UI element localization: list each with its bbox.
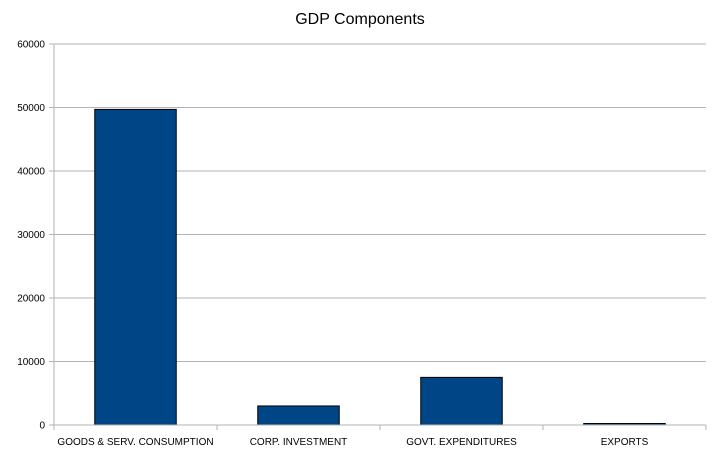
bar-govt-expenditures (420, 376, 503, 426)
x-axis-tick-labels: GOODS & SERV. CONSUMPTION CORP. INVESTMEN… (57, 437, 648, 448)
x-tick-label: GOVT. EXPENDITURES (406, 437, 517, 448)
bars (94, 108, 666, 426)
x-tick-label: GOODS & SERV. CONSUMPTION (57, 437, 213, 448)
axes (49, 43, 707, 430)
y-tick-label: 50000 (17, 103, 45, 114)
y-tick-label: 0 (39, 421, 45, 432)
x-tick-label: EXPORTS (601, 437, 649, 448)
y-tick-label: 20000 (17, 294, 45, 305)
y-tick-label: 60000 (17, 40, 45, 51)
bar-corp-investment (257, 405, 340, 426)
bar-goods-serv-consumption (94, 108, 177, 426)
y-tick-label: 10000 (17, 357, 45, 368)
y-tick-label: 30000 (17, 230, 45, 241)
y-axis-tick-labels: 0 10000 20000 30000 40000 50000 60000 (17, 40, 45, 432)
x-tick-label: CORP. INVESTMENT (250, 437, 348, 448)
y-tick-label: 40000 (17, 167, 45, 178)
chart-title: GDP Components (295, 11, 425, 28)
